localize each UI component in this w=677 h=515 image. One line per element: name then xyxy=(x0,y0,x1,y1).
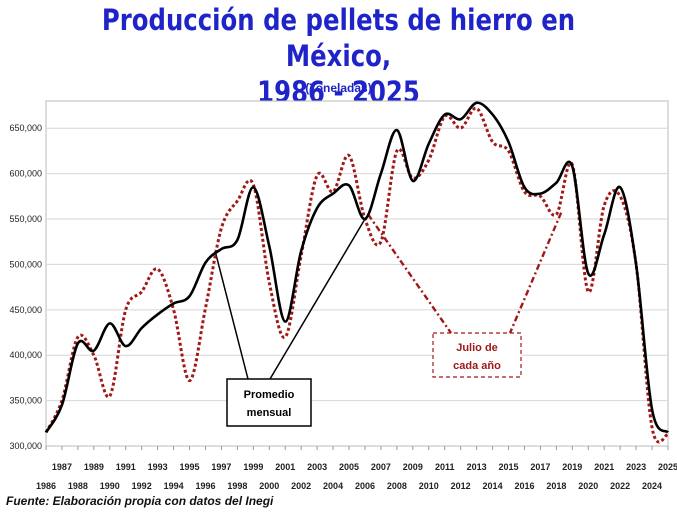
annotation-leader-promedio xyxy=(214,250,249,380)
x-tick-label: 1990 xyxy=(100,481,120,491)
x-tick-label: 2009 xyxy=(403,462,423,472)
x-tick-label: 2016 xyxy=(514,481,534,491)
annotation-label-promedio-line2: mensual xyxy=(247,407,292,419)
y-tick-label: 500,000 xyxy=(9,259,42,269)
annotation-leader-julio xyxy=(367,213,452,334)
annotation-leader-promedio xyxy=(269,218,366,380)
x-tick-label: 2006 xyxy=(355,481,375,491)
x-tick-label: 2000 xyxy=(259,481,279,491)
x-tick-label: 2014 xyxy=(483,481,503,491)
annotation-box-julio xyxy=(432,332,522,378)
y-tick-label: 600,000 xyxy=(9,169,42,179)
x-tick-label: 2015 xyxy=(498,462,518,472)
y-axis: 300,000 350,000 400,000 450,000 500,000 550,0… xyxy=(9,123,42,451)
y-tick-label: 300,000 xyxy=(9,441,42,451)
x-tick-label: 2021 xyxy=(594,462,614,472)
x-tick-label: 1996 xyxy=(195,481,215,491)
x-tick-label: 2017 xyxy=(530,462,550,472)
x-tick-label: 2007 xyxy=(371,462,391,472)
x-tick-label: 2012 xyxy=(451,481,471,491)
y-tick-label: 350,000 xyxy=(9,396,42,406)
x-tick-label: 1992 xyxy=(132,481,152,491)
series-line-promedio-mensual xyxy=(44,101,670,434)
annotation-lines xyxy=(214,212,563,380)
y-tick-label: 400,000 xyxy=(9,350,42,360)
chart-title: Producción de pellets de hierro en Méxic… xyxy=(54,2,623,110)
annotation-box-promedio xyxy=(226,378,312,427)
chart-title-line1: Producción de pellets de hierro en Méxic… xyxy=(101,3,576,73)
y-tick-label: 550,000 xyxy=(9,214,42,224)
x-tick-label: 2020 xyxy=(578,481,598,491)
x-tick-label: 1987 xyxy=(52,462,72,472)
x-tick-label: 1995 xyxy=(180,462,200,472)
annotation-boxes: Promedio mensual Julio de cada año xyxy=(226,332,522,427)
x-tick-label: 2003 xyxy=(307,462,327,472)
x-tick-label: 2019 xyxy=(562,462,582,472)
x-axis: 1987 1989 1991 1993 1995 1997 1999 2001 2003 2005… xyxy=(36,446,677,491)
y-tick-label: 450,000 xyxy=(9,305,42,315)
x-tick-label: 2022 xyxy=(610,481,630,491)
x-tick-label: 1997 xyxy=(211,462,231,472)
x-tick-label: 1993 xyxy=(148,462,168,472)
chart-subtitle: (Toneladas) xyxy=(305,81,372,95)
x-tick-label: 2010 xyxy=(419,481,439,491)
annotation-leader-julio xyxy=(508,212,563,334)
x-tick-label: 2008 xyxy=(387,481,407,491)
x-tick-label: 1998 xyxy=(227,481,247,491)
plot-area xyxy=(45,100,669,447)
x-tick-label: 1991 xyxy=(116,462,136,472)
x-tick-label: 2023 xyxy=(626,462,646,472)
x-tick-label: 2001 xyxy=(275,462,295,472)
series-group xyxy=(44,101,670,444)
x-tick-label: 2013 xyxy=(467,462,487,472)
source-note: Fuente: Elaboración propia con datos del… xyxy=(6,494,274,508)
x-tick-label: 1994 xyxy=(164,481,184,491)
grid-lines xyxy=(46,127,668,402)
x-tick-label: 2004 xyxy=(323,481,343,491)
x-tick-label: 1988 xyxy=(68,481,88,491)
x-tick-label: 1986 xyxy=(36,481,56,491)
x-tick-label: 2002 xyxy=(291,481,311,491)
annotation-label-julio-line1: Julio de xyxy=(456,342,498,354)
x-tick-label: 2024 xyxy=(642,481,662,491)
x-tick-label: 2011 xyxy=(435,462,455,472)
y-tick-label: 650,000 xyxy=(9,123,42,133)
x-tick-label: 2005 xyxy=(339,462,359,472)
x-tick-label: 2018 xyxy=(546,481,566,491)
annotation-label-promedio-line1: Promedio xyxy=(244,389,295,401)
x-tick-label: 1999 xyxy=(243,462,263,472)
x-tick-label: 1989 xyxy=(84,462,104,472)
annotation-label-julio-line2: cada año xyxy=(453,360,501,372)
x-tick-label: 2025 xyxy=(658,462,677,472)
